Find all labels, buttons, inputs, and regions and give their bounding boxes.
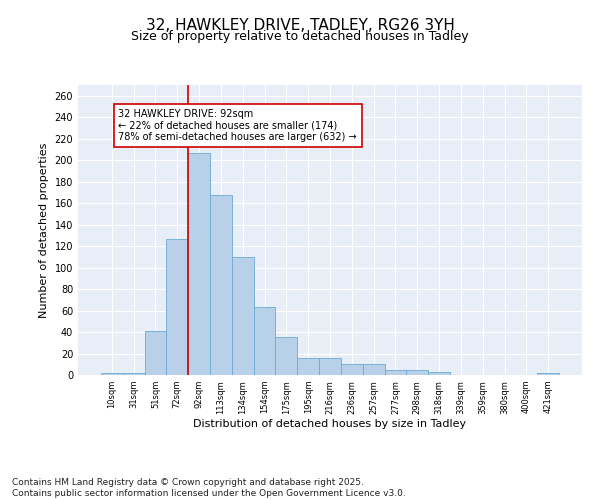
Text: Size of property relative to detached houses in Tadley: Size of property relative to detached ho… (131, 30, 469, 43)
Bar (406, 370, 428, 375)
Bar (232, 257, 254, 375)
Bar (210, 194, 232, 375)
Bar (363, 364, 385, 375)
Bar (101, 373, 123, 375)
Bar (166, 238, 188, 375)
Bar (428, 372, 450, 375)
X-axis label: Distribution of detached houses by size in Tadley: Distribution of detached houses by size … (193, 420, 467, 430)
Bar (319, 358, 341, 375)
Bar (123, 373, 145, 375)
Bar (341, 364, 363, 375)
Bar (537, 373, 559, 375)
Y-axis label: Number of detached properties: Number of detached properties (39, 142, 49, 318)
Bar (297, 358, 319, 375)
Bar (145, 331, 166, 375)
Bar (275, 338, 297, 375)
Bar (188, 152, 210, 375)
Text: 32, HAWKLEY DRIVE, TADLEY, RG26 3YH: 32, HAWKLEY DRIVE, TADLEY, RG26 3YH (146, 18, 454, 32)
Text: 32 HAWKLEY DRIVE: 92sqm
← 22% of detached houses are smaller (174)
78% of semi-d: 32 HAWKLEY DRIVE: 92sqm ← 22% of detache… (118, 108, 357, 142)
Bar (385, 370, 406, 375)
Text: Contains HM Land Registry data © Crown copyright and database right 2025.
Contai: Contains HM Land Registry data © Crown c… (12, 478, 406, 498)
Bar (254, 308, 275, 375)
